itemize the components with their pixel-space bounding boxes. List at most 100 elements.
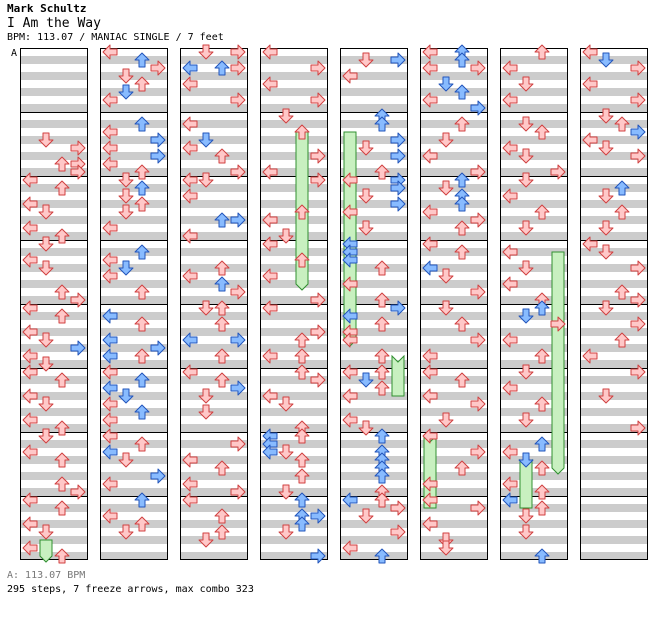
right-arrow-icon bbox=[70, 292, 86, 308]
up-arrow-icon bbox=[374, 260, 390, 276]
right-arrow-icon bbox=[70, 484, 86, 500]
beat-stripe bbox=[420, 104, 488, 112]
up-arrow-icon bbox=[534, 300, 550, 316]
beat-stripe bbox=[100, 72, 168, 80]
column-border bbox=[340, 48, 408, 560]
right-arrow-icon bbox=[390, 524, 406, 540]
left-arrow-icon bbox=[22, 364, 38, 380]
beat-stripe bbox=[20, 104, 88, 112]
left-arrow-icon bbox=[342, 68, 358, 84]
beat-stripe bbox=[580, 248, 648, 256]
beat-stripe bbox=[180, 408, 248, 416]
beat-stripe bbox=[420, 72, 488, 80]
beat-stripe bbox=[500, 104, 568, 112]
left-arrow-icon bbox=[342, 308, 358, 324]
up-arrow-icon bbox=[134, 284, 150, 300]
beat-stripe bbox=[180, 504, 248, 512]
left-arrow-icon bbox=[182, 140, 198, 156]
up-arrow-icon bbox=[214, 212, 230, 228]
beat-stripe bbox=[260, 456, 328, 464]
right-arrow-icon bbox=[230, 60, 246, 76]
up-arrow-icon bbox=[54, 500, 70, 516]
up-arrow-icon bbox=[614, 180, 630, 196]
beat-stripe bbox=[100, 344, 168, 352]
down-arrow-icon bbox=[358, 420, 374, 436]
left-arrow-icon bbox=[102, 252, 118, 268]
beat-stripe bbox=[340, 312, 408, 320]
down-arrow-icon bbox=[118, 452, 134, 468]
beat-stripe bbox=[20, 424, 88, 432]
down-arrow-icon bbox=[518, 172, 534, 188]
beat-stripe bbox=[180, 200, 248, 208]
beat-stripe bbox=[500, 504, 568, 512]
up-arrow-icon bbox=[54, 420, 70, 436]
left-arrow-icon bbox=[102, 332, 118, 348]
down-arrow-icon bbox=[38, 236, 54, 252]
right-arrow-icon bbox=[310, 548, 326, 564]
song-title: I Am the Way bbox=[7, 16, 101, 31]
beat-stripe bbox=[340, 536, 408, 544]
beat-stripe bbox=[100, 440, 168, 448]
right-arrow-icon bbox=[470, 100, 486, 116]
beat-stripe bbox=[180, 152, 248, 160]
beat-stripe bbox=[100, 184, 168, 192]
column-border bbox=[580, 48, 648, 560]
beat-stripe bbox=[180, 168, 248, 176]
beat-stripe bbox=[580, 440, 648, 448]
beat-stripe bbox=[340, 72, 408, 80]
down-arrow-icon bbox=[198, 132, 214, 148]
down-arrow-icon bbox=[598, 388, 614, 404]
beat-stripe bbox=[340, 152, 408, 160]
beat-stripe bbox=[340, 296, 408, 304]
left-arrow-icon bbox=[502, 492, 518, 508]
left-arrow-icon bbox=[22, 516, 38, 532]
up-arrow-icon bbox=[214, 300, 230, 316]
beat-stripe bbox=[500, 392, 568, 400]
left-arrow-icon bbox=[102, 364, 118, 380]
down-arrow-icon bbox=[198, 388, 214, 404]
beat-stripe bbox=[20, 72, 88, 80]
beat-stripe bbox=[420, 360, 488, 368]
right-arrow-icon bbox=[310, 508, 326, 524]
left-arrow-icon bbox=[342, 332, 358, 348]
left-arrow-icon bbox=[502, 92, 518, 108]
up-arrow-icon bbox=[134, 164, 150, 180]
left-arrow-icon bbox=[582, 348, 598, 364]
left-arrow-icon bbox=[262, 212, 278, 228]
up-arrow-icon bbox=[534, 396, 550, 412]
beat-stripe bbox=[340, 520, 408, 528]
beat-stripe bbox=[420, 488, 488, 496]
left-arrow-icon bbox=[262, 388, 278, 404]
beat-stripe bbox=[260, 280, 328, 288]
up-arrow-icon bbox=[134, 116, 150, 132]
beat-stripe bbox=[580, 376, 648, 384]
up-arrow-icon bbox=[134, 404, 150, 420]
beat-stripe bbox=[180, 120, 248, 128]
left-arrow-icon bbox=[22, 196, 38, 212]
beat-stripe bbox=[500, 184, 568, 192]
left-arrow-icon bbox=[182, 332, 198, 348]
up-arrow-icon bbox=[534, 548, 550, 564]
beat-stripe bbox=[580, 312, 648, 320]
down-arrow-icon bbox=[118, 172, 134, 188]
beat-stripe bbox=[20, 264, 88, 272]
column-border bbox=[260, 48, 328, 560]
beat-stripe bbox=[500, 200, 568, 208]
down-arrow-icon bbox=[118, 260, 134, 276]
left-arrow-icon bbox=[502, 140, 518, 156]
step-chart bbox=[20, 44, 648, 564]
beat-stripe bbox=[260, 328, 328, 336]
left-arrow-icon bbox=[22, 348, 38, 364]
beat-stripe bbox=[180, 104, 248, 112]
beat-stripe bbox=[340, 392, 408, 400]
up-arrow-icon bbox=[374, 380, 390, 396]
beat-stripe bbox=[420, 440, 488, 448]
right-arrow-icon bbox=[470, 60, 486, 76]
left-arrow-icon bbox=[422, 364, 438, 380]
down-arrow-icon bbox=[438, 300, 454, 316]
up-arrow-icon bbox=[534, 124, 550, 140]
up-arrow-icon bbox=[54, 308, 70, 324]
left-arrow-icon bbox=[102, 428, 118, 444]
down-arrow-icon bbox=[358, 372, 374, 388]
beat-stripe bbox=[420, 312, 488, 320]
